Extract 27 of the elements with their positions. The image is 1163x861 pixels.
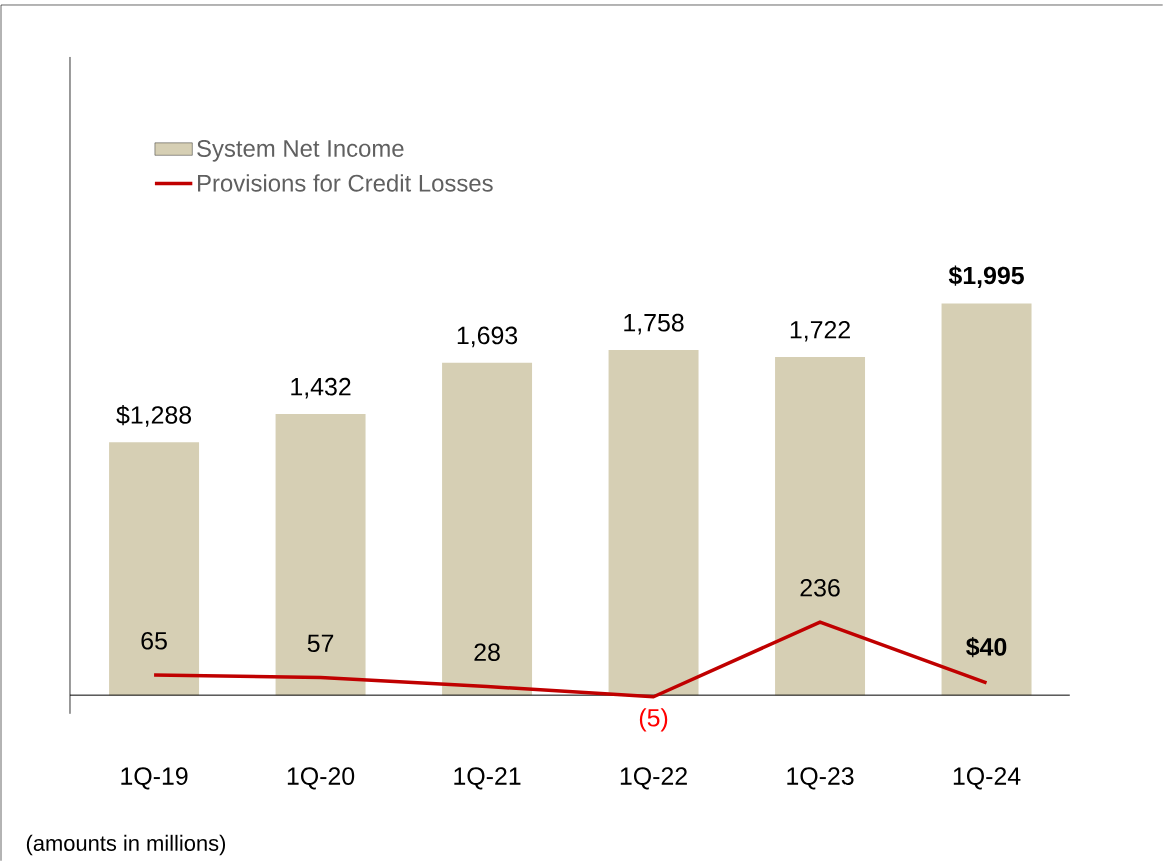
data-label: 65: [141, 631, 167, 650]
bar: [442, 362, 533, 696]
bar: [109, 442, 200, 696]
text: (amounts in millions): [26, 834, 226, 856]
bar: [775, 356, 866, 696]
data-label: 57: [307, 634, 334, 653]
x-tick-label: 1Q-24: [953, 767, 1021, 790]
bar: [275, 413, 366, 696]
legend-label: Provisions for Credit Losses: [198, 174, 493, 192]
data-label: 1,693: [457, 326, 518, 348]
data-label: $1,995: [948, 265, 1024, 288]
x-tick-label: 1Q-19: [121, 767, 188, 790]
data-label: 1,758: [624, 313, 684, 335]
data-label: (5): [639, 708, 668, 732]
x-tick-label: 1Q-20: [287, 767, 355, 790]
data-label: 1,432: [291, 377, 351, 399]
data-label: 1,722: [790, 320, 850, 342]
x-tick-label: 1Q-22: [620, 767, 687, 790]
data-label: $1,288: [116, 405, 192, 427]
data-label: 28: [474, 643, 500, 661]
x-tick-label: 1Q-21: [454, 767, 521, 790]
bar: [941, 303, 1032, 696]
bar: [608, 349, 699, 696]
data-label: $40: [966, 636, 1007, 658]
x-tick-label: 1Q-23: [787, 767, 854, 790]
legend-label: System Net Income: [197, 139, 404, 162]
data-label: 236: [800, 578, 840, 597]
